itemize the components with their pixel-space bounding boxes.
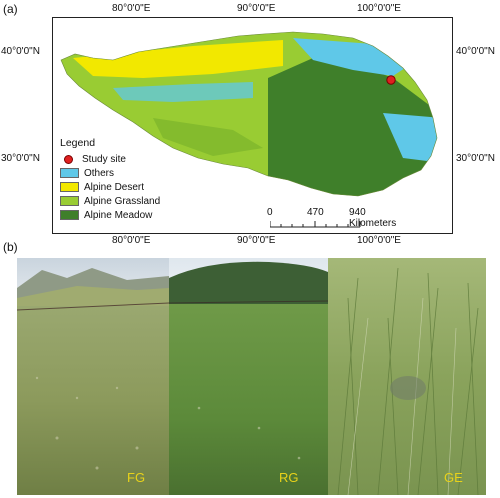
legend-label: Study site xyxy=(82,153,126,165)
legend-label: Others xyxy=(84,167,115,179)
legend-label: Alpine Desert xyxy=(84,181,145,193)
photo-rg: RG xyxy=(169,258,328,495)
bottom-lon-label-100: 100°0'0"E xyxy=(357,235,401,246)
left-lat-label-30: 30°0'0"N xyxy=(1,153,40,164)
others-area-north xyxy=(293,38,408,76)
alpine-desert-swatch xyxy=(60,182,79,192)
photo-caption-rg: RG xyxy=(279,470,299,485)
grazing-exclusion-photo xyxy=(328,258,486,495)
top-lon-label-100: 100°0'0"E xyxy=(357,3,401,14)
grassland-variation xyxy=(153,118,263,156)
legend-item-alpine-grassland: Alpine Grassland xyxy=(60,194,160,208)
bottom-lon-label-90: 90°0'0"E xyxy=(237,235,276,246)
others-area-west xyxy=(113,82,253,102)
plateau-outline xyxy=(60,31,438,197)
fenced-grassland-photo xyxy=(17,258,169,495)
others-swatch xyxy=(60,168,79,178)
plateau-map xyxy=(60,31,438,197)
map-frame xyxy=(52,17,453,234)
top-lon-label-80: 80°0'0"E xyxy=(112,3,151,14)
photo-caption-ge: GE xyxy=(444,470,463,485)
panel-b-label: (b) xyxy=(3,240,18,254)
alpine-meadow-area xyxy=(268,58,437,196)
legend-label: Alpine Meadow xyxy=(84,209,153,221)
study-site-marker xyxy=(386,75,396,85)
alpine-meadow-swatch xyxy=(60,210,79,220)
bottom-lon-label-80: 80°0'0"E xyxy=(112,235,151,246)
legend-item-alpine-meadow: Alpine Meadow xyxy=(60,208,160,222)
restored-grassland-photo xyxy=(169,258,328,495)
alpine-grassland-swatch xyxy=(60,196,79,206)
right-lat-label-30: 30°0'0"N xyxy=(456,153,495,164)
right-lat-label-40: 40°0'0"N xyxy=(456,46,495,57)
photo-caption-fg: FG xyxy=(127,470,146,485)
photo-ge: GE xyxy=(328,258,486,495)
scale-bar: 0 470 940 Kilometers xyxy=(267,207,396,229)
scale-label-0: 0 xyxy=(267,207,273,218)
left-lat-label-40: 40°0'0"N xyxy=(1,46,40,57)
scale-label-470: 470 xyxy=(307,207,324,218)
legend-item-others: Others xyxy=(60,166,160,180)
photo-fg: FG xyxy=(17,258,169,495)
top-lon-label-90: 90°0'0"E xyxy=(237,3,276,14)
legend-item-study-site: Study site xyxy=(60,152,160,166)
alpine-desert-area xyxy=(73,40,283,78)
map-legend: Legend Study site Others Alpine Desert A… xyxy=(60,137,160,222)
scale-bar-ruler xyxy=(270,221,361,228)
legend-title: Legend xyxy=(60,137,96,149)
legend-item-alpine-desert: Alpine Desert xyxy=(60,180,160,194)
panel-a-label: (a) xyxy=(3,2,18,16)
legend-label: Alpine Grassland xyxy=(84,195,161,207)
others-area-east xyxy=(383,113,437,163)
scale-label-940: 940 Kilometers xyxy=(349,207,397,229)
study-site-dot-icon xyxy=(64,154,73,164)
